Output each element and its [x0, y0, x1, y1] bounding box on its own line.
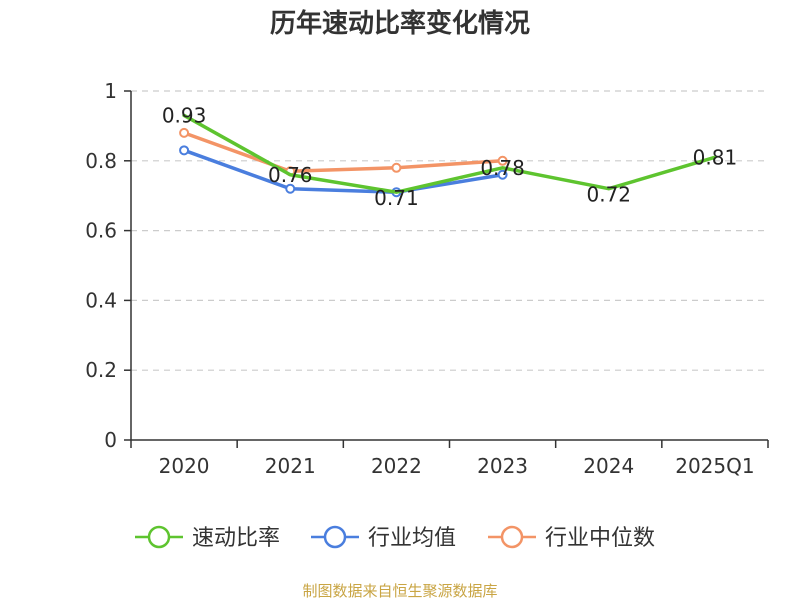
x-tick-label: 2022 [371, 454, 422, 478]
x-tick-label: 2023 [477, 454, 528, 478]
series-line-industry-average [182, 148, 505, 194]
data-label: 0.71 [374, 186, 419, 210]
x-tick-label: 2025Q1 [675, 454, 754, 478]
legend-marker [500, 525, 524, 549]
legend-marker [147, 525, 171, 549]
y-tick-label: 0 [104, 428, 117, 452]
chart-title: 历年速动比率变化情况 [270, 8, 530, 39]
x-tick-label: 2024 [583, 454, 634, 478]
data-point [497, 169, 508, 180]
y-tick-label: 0.2 [85, 358, 117, 382]
series-line-industry-median [182, 131, 505, 174]
data-label: 0.76 [268, 163, 313, 187]
data-label: 0.72 [586, 183, 631, 207]
data-point [497, 155, 508, 166]
source-note: 制图数据来自恒生聚源数据库 [302, 582, 497, 600]
x-tick-label: 2021 [265, 454, 316, 478]
data-label: 0.93 [162, 103, 207, 127]
series-line-quick-ratio [182, 113, 717, 194]
data-point [179, 127, 190, 138]
y-tick-label: 0.6 [85, 219, 117, 243]
legend-label: 速动比率 [192, 526, 280, 551]
data-label: 0.78 [480, 156, 525, 180]
data-point [179, 145, 190, 156]
legend-label: 行业中位数 [545, 526, 655, 551]
y-tick-label: 0.4 [85, 288, 117, 312]
y-tick-label: 1 [104, 79, 117, 103]
legend-label: 行业均值 [368, 526, 456, 551]
y-tick-label: 0.8 [85, 149, 117, 173]
legend-marker [323, 525, 347, 549]
x-tick-label: 2020 [159, 454, 210, 478]
data-point [285, 183, 296, 194]
data-point [391, 162, 402, 173]
data-label: 0.81 [693, 145, 738, 169]
